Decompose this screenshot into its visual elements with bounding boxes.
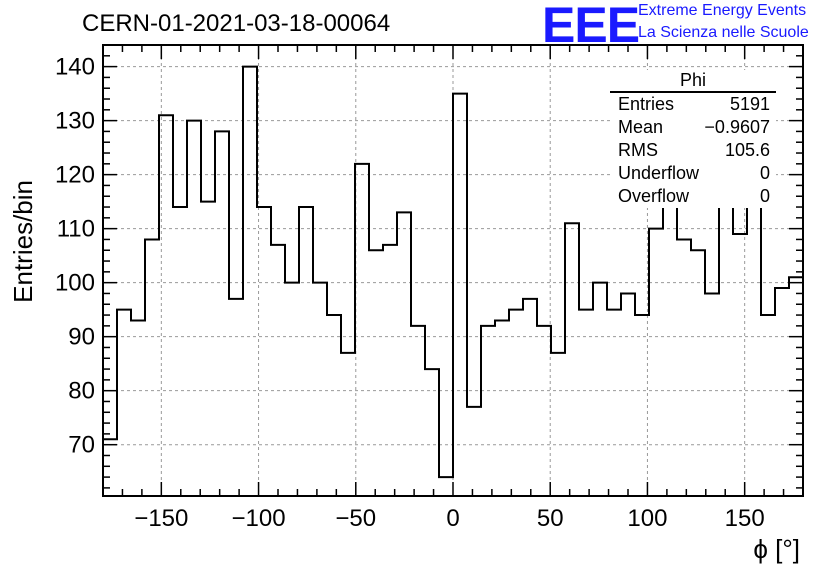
- stats-value: 0: [759, 163, 770, 183]
- x-tick-label: 100: [627, 505, 667, 532]
- x-tick-label: −150: [134, 505, 188, 532]
- y-tick-label: 140: [55, 54, 95, 81]
- x-axis-ticks: −150 −100 −50 0 50 100 150: [102, 45, 804, 532]
- stats-label: Mean: [618, 117, 664, 137]
- stats-row-entries: Entries 5191: [610, 93, 776, 116]
- y-tick-label: 110: [57, 216, 95, 243]
- stats-box: Phi Entries 5191 Mean −0.9607 RMS 105.6 …: [610, 70, 776, 208]
- x-tick-label: −50: [335, 505, 376, 532]
- stats-label: Overflow: [618, 186, 690, 206]
- run-title: CERN-01-2021-03-18-00064: [82, 10, 391, 37]
- x-tick-label: −100: [232, 505, 286, 532]
- stats-row-mean: Mean −0.9607: [610, 116, 776, 139]
- stats-row-overflow: Overflow 0: [610, 185, 776, 208]
- x-tick-label: 50: [537, 505, 564, 532]
- y-tick-label: 70: [68, 432, 95, 459]
- stats-row-underflow: Underflow 0: [610, 162, 776, 185]
- stats-label: Entries: [618, 94, 675, 114]
- logo-line-2: La Scienza nelle Scuole: [638, 24, 809, 41]
- x-tick-label: 150: [725, 505, 765, 532]
- logo-line-1: Extreme Energy Events: [638, 2, 807, 19]
- y-axis-label: Entries/bin: [8, 180, 38, 303]
- x-axis-label: ϕ [°]: [753, 534, 800, 564]
- stats-value: 105.6: [724, 140, 770, 160]
- eee-logo: EEE: [542, 0, 640, 53]
- x-tick-label: 0: [446, 505, 459, 532]
- y-axis-ticks: 70 80 90 100 110 120 130 140: [55, 44, 803, 489]
- y-tick-label: 130: [55, 108, 95, 135]
- y-tick-label: 80: [68, 378, 95, 405]
- stats-label: Underflow: [618, 163, 700, 183]
- stats-label: RMS: [618, 140, 658, 160]
- stats-value: 5191: [729, 94, 770, 114]
- stats-title: Phi: [610, 70, 776, 93]
- stats-value: −0.9607: [704, 117, 770, 137]
- stats-row-rms: RMS 105.6: [610, 139, 776, 162]
- y-tick-label: 90: [68, 324, 95, 351]
- histogram-step-line: [102, 65, 803, 496]
- stats-value: 0: [759, 186, 770, 206]
- y-tick-label: 120: [55, 162, 95, 189]
- y-tick-label: 100: [55, 270, 95, 297]
